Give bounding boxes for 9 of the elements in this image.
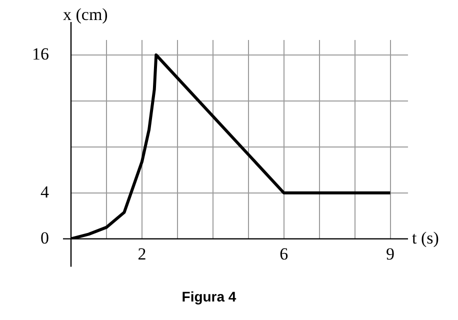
y-tick-label: 16 <box>32 44 49 64</box>
x-tick-label: 6 <box>280 244 288 264</box>
y-tick-label: 4 <box>40 182 50 202</box>
x-tick-label: 2 <box>138 244 146 264</box>
x-axis-title: t (s) <box>412 228 439 248</box>
x-tick-label: 9 <box>386 244 395 264</box>
text: Figura 4 <box>182 288 236 304</box>
y-tick-label: 0 <box>40 228 49 248</box>
y-axis-title: x (cm) <box>63 4 108 24</box>
